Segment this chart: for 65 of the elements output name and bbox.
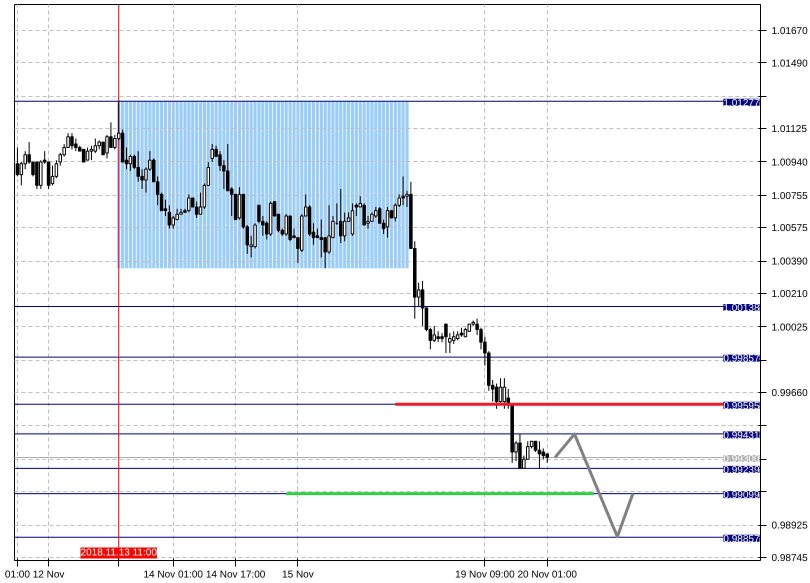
candlestick	[401, 176, 405, 206]
ref-line-label: 0.98857	[723, 534, 760, 545]
x-tick-label: 14 Nov 01:00	[144, 570, 204, 580]
x-tick-label: 14 Nov 17:00	[206, 570, 266, 580]
candlestick	[70, 132, 74, 150]
candlestick	[444, 324, 448, 354]
candlestick	[46, 161, 50, 190]
candlestick	[362, 202, 366, 226]
candlestick	[316, 228, 320, 238]
candlestick	[253, 222, 257, 249]
candlestick	[436, 330, 440, 343]
candlestick	[432, 325, 436, 343]
ref-line-label: 0.99239	[723, 464, 760, 476]
x-tick-label: 20 Nov 01:00	[517, 570, 578, 580]
ref-line-label: 1.00138	[723, 302, 760, 314]
candlestick	[448, 332, 452, 354]
candlestick	[464, 327, 468, 338]
candlestick	[105, 134, 109, 159]
candlestick	[86, 147, 90, 161]
candlestick	[327, 204, 331, 254]
y-tick-label: 0.98925	[772, 520, 808, 532]
ref-line-label: 0.99300	[723, 454, 760, 465]
candlestick	[140, 168, 144, 190]
candlestick	[456, 330, 460, 341]
ref-line-label: 0.99595	[723, 400, 760, 412]
y-tick-label: 1.01125	[772, 124, 808, 136]
x-tick-label: 01:00	[4, 570, 30, 580]
candlestick	[194, 201, 198, 218]
x-tick-label: 2018.11.13 11:00	[80, 548, 158, 558]
candlestick	[288, 216, 292, 242]
candlestick	[257, 204, 261, 224]
candlestick	[171, 216, 176, 230]
candlestick	[187, 194, 191, 213]
y-tick-label: 1.00755	[772, 190, 808, 202]
candlestick	[538, 440, 542, 469]
candlestick	[498, 378, 502, 404]
candlestick	[320, 219, 324, 258]
candlestick	[460, 327, 464, 338]
x-tick-label: 12 Nov	[32, 570, 64, 580]
ref-line-label: 0.99431	[723, 430, 760, 442]
y-tick-label: 0.98745	[772, 552, 808, 564]
candlestick	[284, 214, 288, 236]
candlestick	[342, 212, 346, 242]
y-tick-label: 1.00210	[772, 288, 808, 300]
candlestick	[90, 145, 94, 161]
y-tick-label: 1.01670	[772, 26, 808, 37]
candlestick	[35, 161, 39, 190]
y-tick-label: 1.01490	[772, 58, 808, 70]
ref-line-label: 1.01277	[723, 98, 760, 109]
candlestick	[350, 202, 354, 236]
candlestick	[210, 143, 214, 162]
candlestick	[82, 148, 86, 162]
candlestick	[502, 378, 506, 410]
y-tick-label: 1.00575	[772, 223, 808, 234]
y-tick-label: 1.00390	[772, 256, 808, 268]
candlestick	[494, 383, 498, 410]
y-tick-label: 1.00025	[772, 322, 808, 334]
x-tick-label: 19 Nov 09:00	[455, 570, 516, 580]
y-tick-label: 0.99660	[772, 388, 808, 400]
x-tick-label: 15 Nov	[282, 570, 314, 580]
line-series	[554, 432, 634, 538]
candlestick	[420, 280, 424, 326]
candlestick	[386, 206, 390, 238]
candlestick	[50, 165, 54, 186]
y-tick-label: 1.00940	[772, 157, 808, 168]
